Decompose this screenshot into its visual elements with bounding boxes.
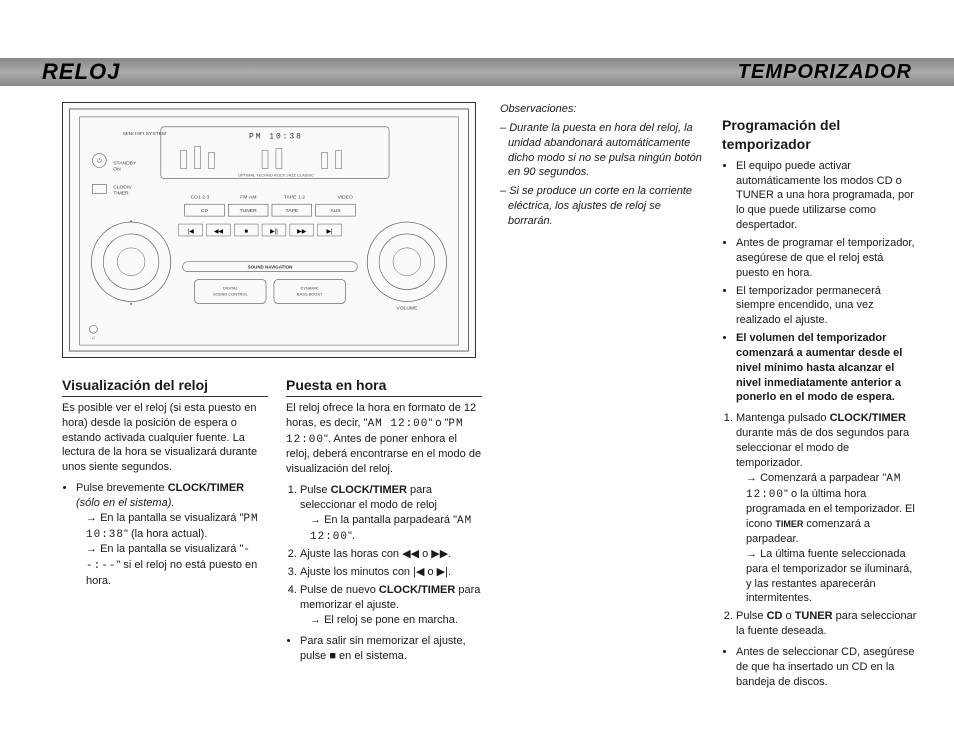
step4-sub: El reloj se pone en marcha. bbox=[310, 613, 482, 628]
content: Visualización del reloj Es posible ver e… bbox=[0, 0, 954, 741]
prog-s2-bullet: Antes de seleccionar CD, asegúrese de qu… bbox=[736, 645, 918, 690]
step1-sub: En la pantalla parpadeará "AM 12:00". bbox=[310, 513, 482, 545]
prog-b4: El volumen del temporizador comenzará a … bbox=[736, 331, 918, 405]
prog-b2: Antes de programar el temporizador, aseg… bbox=[736, 236, 918, 281]
obs-title: Observaciones: bbox=[500, 102, 704, 117]
heading-puesta: Puesta en hora bbox=[286, 376, 482, 397]
prog-s1-sub1: Comenzará a parpadear "AM 12:00" o la úl… bbox=[746, 471, 918, 547]
step-4: Pulse de nuevo CLOCK/TIMER para memoriza… bbox=[300, 583, 482, 628]
heading-visualizacion: Visualización del reloj bbox=[62, 376, 268, 397]
prog-b1: El equipo puede activar automáticamente … bbox=[736, 159, 918, 233]
obs-item-2: Si se produce un corte en la corriente e… bbox=[508, 184, 704, 229]
heading-programacion: Programación del temporizador bbox=[722, 116, 918, 155]
step-1: Pulse CLOCK/TIMER para seleccionar el mo… bbox=[300, 483, 482, 544]
bullet-clock-timer: Pulse brevemente CLOCK/TIMER (sólo en el… bbox=[76, 481, 268, 589]
prog-s1-sub2: La última fuente seleccionada para el te… bbox=[746, 547, 918, 606]
step-2: Ajuste las horas con ◀◀ o ▶▶. bbox=[300, 547, 482, 562]
section-visualizacion: Visualización del reloj Es posible ver e… bbox=[62, 376, 268, 595]
prog-step-1: Mantenga pulsado CLOCK/TIMER durante más… bbox=[736, 411, 918, 606]
prog-b3: El temporizador permanecerá siempre ence… bbox=[736, 284, 918, 329]
section-observaciones: Observaciones: Durante la puesta en hora… bbox=[500, 102, 704, 233]
obs-item-1: Durante la puesta en hora del reloj, la … bbox=[508, 121, 704, 180]
intro-text: Es posible ver el reloj (si esta puesto … bbox=[62, 401, 268, 475]
section-puesta-en-hora: Puesta en hora El reloj ofrece la hora e… bbox=[286, 376, 482, 669]
prog-step-2: Pulse CD o TUNER para seleccionar la fue… bbox=[736, 609, 918, 639]
intro-puesta: El reloj ofrece la hora en formato de 12… bbox=[286, 401, 482, 477]
sub-display-blank: En la pantalla se visualizará "--:--" si… bbox=[86, 542, 268, 589]
bullet-exit: Para salir sin memorizar el ajuste, puls… bbox=[300, 634, 482, 664]
sub-display-time: En la pantalla se visualizará "PM 10:38"… bbox=[86, 511, 268, 543]
section-programacion: Programación del temporizador El equipo … bbox=[722, 116, 918, 695]
step-3: Ajuste los minutos con |◀ o ▶|. bbox=[300, 565, 482, 580]
